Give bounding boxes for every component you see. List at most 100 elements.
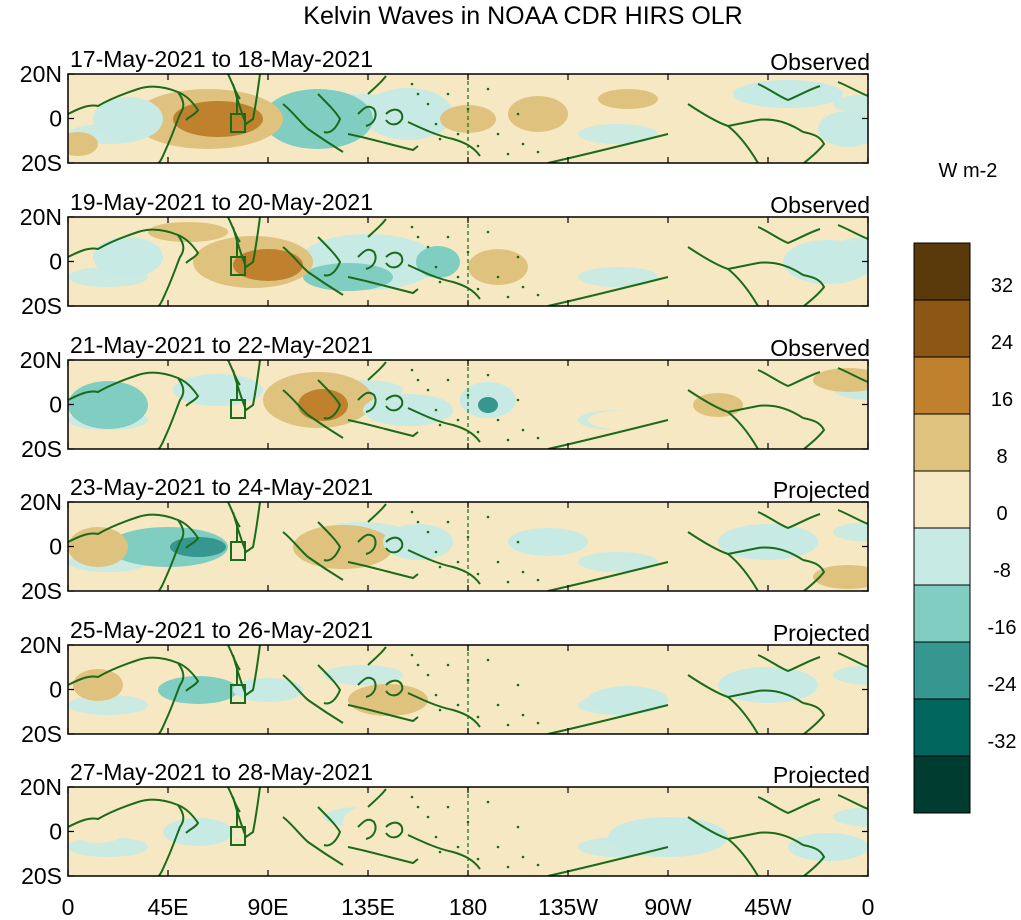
island-marker	[446, 805, 450, 809]
island-marker	[521, 428, 525, 432]
island-marker	[516, 540, 520, 544]
island-marker	[410, 368, 414, 372]
coastline	[177, 91, 200, 121]
island-marker	[416, 805, 420, 809]
colorbar-tick-label: 16	[991, 389, 1013, 411]
island-marker	[516, 825, 520, 829]
island-marker	[456, 560, 460, 564]
coastline	[727, 404, 804, 419]
coastline	[317, 664, 342, 705]
olr-anomaly-contour	[233, 249, 303, 281]
coastline	[282, 816, 344, 866]
coastline	[177, 519, 200, 549]
panel-date-range: 23-May-2021 to 24-May-2021	[70, 474, 373, 500]
coastline	[347, 276, 419, 295]
olr-anomaly-contour	[363, 88, 453, 140]
coastline	[347, 419, 419, 438]
coastline	[385, 536, 404, 554]
anomaly-band	[833, 665, 868, 685]
coastline	[547, 846, 669, 876]
coastline	[177, 804, 200, 834]
coastline	[367, 361, 387, 381]
olr-anomaly-contour	[173, 374, 263, 406]
colorbar-tick-label: 24	[991, 332, 1013, 354]
lon-tick-label: 90W	[644, 894, 692, 920]
olr-anomaly-contour	[718, 524, 818, 560]
island-marker	[536, 721, 540, 725]
island-marker	[476, 572, 480, 576]
island-marker	[446, 663, 450, 667]
olr-anomaly-contour	[170, 537, 226, 557]
olr-anomaly-contour	[343, 800, 453, 844]
coastline	[757, 796, 821, 815]
panel-date-range: 25-May-2021 to 26-May-2021	[70, 617, 373, 643]
lat-tick-label: 20N	[20, 204, 62, 230]
olr-anomaly-contour	[598, 89, 658, 109]
anomaly-band	[578, 267, 658, 287]
coastline	[367, 503, 387, 523]
coastline	[347, 561, 419, 580]
lat-tick-label: 0	[49, 819, 62, 845]
coastline	[837, 794, 868, 810]
lat-tick-label: 0	[49, 677, 62, 703]
island-marker	[410, 82, 414, 86]
island-marker	[438, 423, 442, 427]
colorbar-swatch	[913, 584, 971, 643]
island-marker	[434, 693, 438, 697]
coastline	[407, 264, 481, 300]
panel-status: Projected	[773, 477, 870, 503]
island-marker	[476, 430, 480, 434]
coastline	[357, 676, 377, 698]
island-marker	[476, 857, 480, 861]
island-marker	[434, 122, 438, 126]
colorbar-tick-label: -16	[988, 617, 1017, 639]
island-marker	[410, 510, 414, 514]
olr-anomaly-map	[68, 645, 868, 734]
coastline	[385, 679, 404, 697]
lon-tick-label: 0	[62, 894, 75, 920]
island-marker	[506, 865, 510, 869]
island-marker	[438, 708, 442, 712]
coastline	[282, 246, 344, 296]
coastline	[802, 131, 826, 163]
olr-anomaly-contour	[468, 249, 528, 285]
olr-anomaly-contour	[158, 676, 238, 704]
olr-anomaly-map	[68, 360, 868, 449]
coastline	[407, 121, 481, 157]
olr-anomaly-contour	[348, 684, 428, 716]
island-marker	[456, 418, 460, 422]
island-marker	[516, 398, 520, 402]
coastline	[367, 218, 387, 238]
lat-tick-label: 20S	[21, 293, 62, 319]
island-marker	[521, 713, 525, 717]
anomaly-band	[493, 807, 573, 827]
coastline	[757, 226, 821, 245]
olr-anomaly-contour	[233, 678, 303, 702]
coastline	[317, 236, 342, 277]
island-marker	[426, 102, 430, 106]
olr-anomaly-contour	[588, 686, 668, 714]
figure-title: Kelvin Waves in NOAA CDR HIRS OLR	[303, 2, 742, 30]
island-marker	[438, 280, 442, 284]
island-marker	[536, 436, 540, 440]
island-marker	[446, 235, 450, 239]
panel-status: Projected	[773, 620, 870, 646]
map-panel: 17-May-2021 to 18-May-2021 Observed 20N 0 20…	[20, 46, 870, 176]
island-marker	[496, 132, 500, 136]
island-marker	[496, 418, 500, 422]
coastline	[385, 108, 404, 126]
olr-anomaly-contour	[293, 525, 393, 569]
coastline	[727, 689, 804, 704]
panel-status: Observed	[770, 192, 870, 218]
coastline	[385, 394, 404, 412]
olr-anomaly-contour	[733, 80, 843, 108]
panel-date-range: 27-May-2021 to 28-May-2021	[70, 759, 373, 785]
coastline	[547, 276, 669, 306]
coastline	[282, 674, 344, 724]
olr-anomaly-contour	[93, 97, 163, 141]
colorbar-tick-label: -8	[993, 560, 1011, 582]
island-marker	[426, 815, 430, 819]
map-panel: 21-May-2021 to 22-May-2021 Observed 20N 0 20…	[20, 332, 870, 462]
island-marker	[456, 703, 460, 707]
lon-tick-label: 135W	[538, 894, 598, 920]
